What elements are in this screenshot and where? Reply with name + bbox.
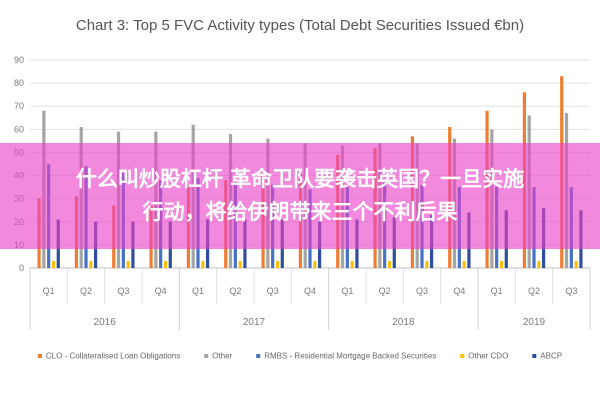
bar (537, 261, 541, 268)
headline-line-2: 行动，将给伊朗带来三个不利后果 (142, 200, 458, 224)
headline-text[interactable]: 什么叫炒股杠杆 革命卫队要袭击英国？一旦实施 行动，将给伊朗带来三个不利后果 (10, 163, 590, 229)
x-tick-label: Q3 (117, 286, 129, 296)
legend-label: RMBS - Residential Mortgage Backed Secur… (264, 352, 436, 361)
bar (238, 261, 242, 268)
bar (574, 261, 578, 268)
chart-title: Chart 3: Top 5 FVC Activity types (Total… (76, 17, 524, 34)
legend: CLO - Collateralised Loan Obligations Oth… (37, 352, 562, 361)
headline-overlay[interactable]: 什么叫炒股杠杆 革命卫队要袭击英国？一旦实施 行动，将给伊朗带来三个不利后果 (0, 143, 600, 249)
x-group-label: 2018 (392, 317, 415, 328)
y-tick-label: 70 (14, 101, 24, 111)
x-group-label: 2019 (523, 317, 546, 328)
legend-swatch (37, 354, 42, 358)
headline-line-1: 什么叫炒股杠杆 革命卫队要袭击英国？一旦实施 (75, 167, 525, 191)
legend-swatch (256, 354, 261, 358)
x-tick-label: Q2 (229, 286, 241, 296)
legend-swatch (532, 354, 537, 358)
bar (462, 261, 466, 268)
x-tick-label: Q1 (192, 286, 204, 296)
legend-swatch (204, 354, 209, 358)
x-tick-label: Q1 (341, 286, 353, 296)
bar (425, 261, 429, 268)
x-tick-label: Q4 (304, 286, 316, 296)
x-tick-label: Q1 (491, 286, 503, 296)
bar (499, 261, 504, 268)
x-tick-label: Q3 (565, 286, 577, 296)
legend-label: CLO - Collateralised Loan Obligations (46, 352, 180, 361)
bar (313, 261, 317, 268)
x-tick-label: Q2 (80, 286, 92, 296)
legend-label: ABCP (540, 352, 562, 361)
legend-label: Other CDO (468, 352, 508, 361)
bar (163, 261, 168, 268)
bar (350, 261, 354, 268)
legend-label: Other (212, 352, 232, 361)
x-tick-label: Q4 (155, 286, 167, 296)
x-group-label: 2016 (94, 317, 117, 328)
x-tick-label: Q3 (416, 286, 428, 296)
x-tick-label: Q4 (453, 286, 465, 296)
x-tick-label: Q2 (379, 286, 391, 296)
bar (89, 261, 93, 268)
y-tick-label: 0 (19, 263, 24, 273)
y-tick-label: 80 (14, 78, 24, 88)
bar (201, 261, 205, 268)
x-axis: Q1 Q2 Q3 Q4 Q1 Q2 Q3 Q4 Q1 Q2 Q3 Q4 Q1 Q2 Q3 2016 2017 20… (29, 268, 591, 330)
bar (275, 261, 280, 268)
bar (387, 261, 392, 268)
x-group-label: 2017 (243, 317, 266, 328)
legend-swatch (460, 354, 465, 358)
x-tick-label: Q3 (267, 286, 279, 296)
x-tick-label: Q1 (43, 286, 55, 296)
y-tick-label: 90 (14, 55, 24, 65)
x-tick-label: Q2 (528, 286, 540, 296)
bar (51, 261, 56, 268)
y-tick-label: 60 (14, 124, 24, 134)
bar (126, 261, 130, 268)
